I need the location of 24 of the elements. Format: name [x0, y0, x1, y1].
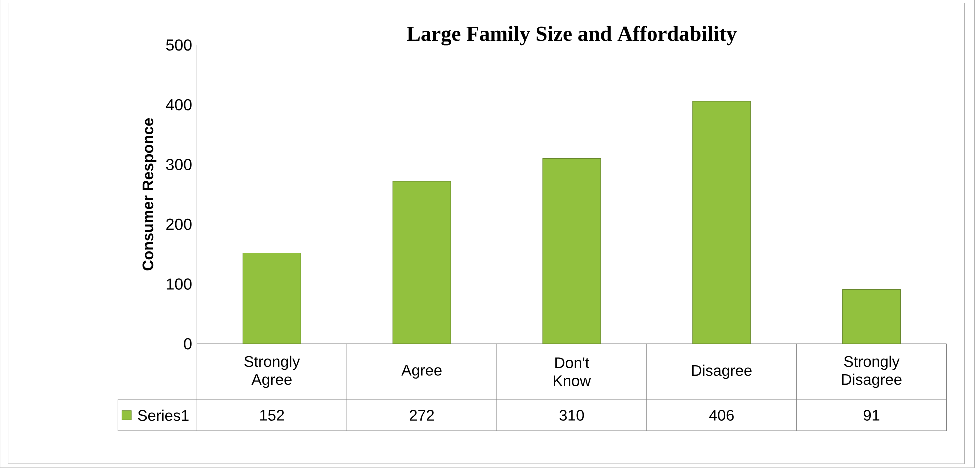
bar	[242, 252, 302, 344]
y-axis-title: Consumer Responce	[142, 118, 157, 271]
y-tick-label: 400	[166, 99, 192, 111]
y-tick-label: 100	[166, 278, 192, 290]
x-tick-label: Strongly Disagree	[842, 356, 902, 388]
bar	[392, 181, 452, 344]
data-label: 406	[709, 410, 734, 421]
x-tick-label: Don't Know	[554, 358, 592, 386]
bar	[542, 158, 602, 344]
bar	[842, 289, 902, 344]
data-label: 91	[864, 410, 880, 421]
y-tick-label: 0	[184, 338, 192, 350]
legend-label: Series1	[138, 410, 189, 422]
x-tick-label: Strongly Agree	[244, 356, 300, 388]
x-tick-label: Agree	[402, 365, 442, 379]
y-tick-label: 300	[166, 158, 192, 170]
data-label: 272	[410, 410, 434, 421]
bar	[692, 101, 752, 344]
y-tick-label: 200	[166, 218, 192, 230]
chart-title: Large Family Size and Affordability	[407, 26, 737, 46]
x-tick-label: Disagree	[692, 364, 752, 380]
data-label: 310	[560, 410, 584, 421]
y-tick-label: 500	[166, 39, 192, 51]
data-label: 152	[260, 410, 284, 421]
